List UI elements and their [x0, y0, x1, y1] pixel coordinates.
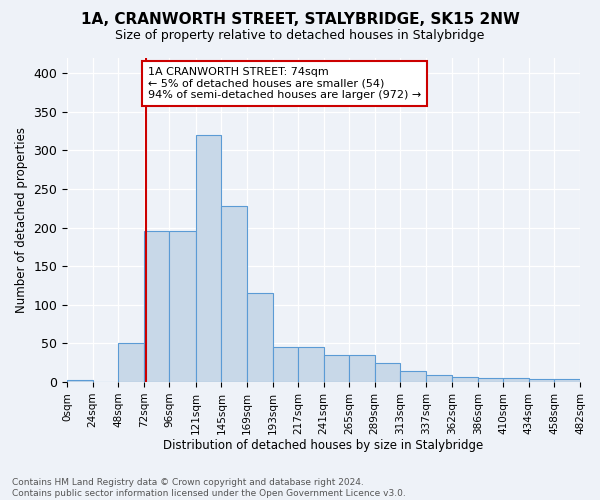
Bar	[529, 379, 554, 382]
Bar	[478, 378, 503, 382]
Bar	[503, 378, 529, 382]
Bar	[144, 232, 169, 382]
Bar	[247, 293, 272, 382]
Bar	[118, 342, 144, 382]
Bar	[169, 232, 196, 382]
Text: 1A CRANWORTH STREET: 74sqm
← 5% of detached houses are smaller (54)
94% of semi-: 1A CRANWORTH STREET: 74sqm ← 5% of detac…	[148, 67, 421, 100]
Text: Contains HM Land Registry data © Crown copyright and database right 2024.
Contai: Contains HM Land Registry data © Crown c…	[12, 478, 406, 498]
Bar	[426, 375, 452, 382]
Bar	[554, 379, 580, 382]
Y-axis label: Number of detached properties: Number of detached properties	[15, 127, 28, 313]
Bar	[452, 378, 478, 382]
Bar	[196, 135, 221, 382]
Bar	[272, 346, 298, 382]
Bar	[323, 355, 349, 382]
Bar	[67, 380, 92, 382]
X-axis label: Distribution of detached houses by size in Stalybridge: Distribution of detached houses by size …	[163, 440, 484, 452]
Bar	[349, 355, 374, 382]
Bar	[400, 372, 426, 382]
Bar	[374, 363, 400, 382]
Text: 1A, CRANWORTH STREET, STALYBRIDGE, SK15 2NW: 1A, CRANWORTH STREET, STALYBRIDGE, SK15 …	[80, 12, 520, 28]
Bar	[298, 346, 323, 382]
Text: Size of property relative to detached houses in Stalybridge: Size of property relative to detached ho…	[115, 29, 485, 42]
Bar	[221, 206, 247, 382]
